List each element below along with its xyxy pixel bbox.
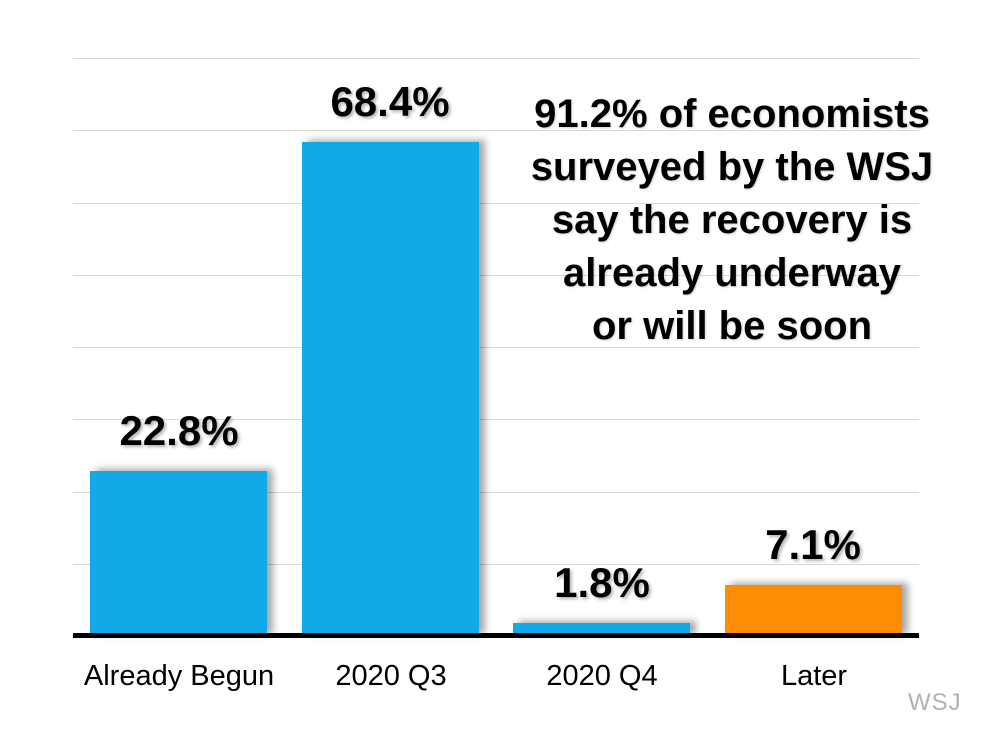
category-label-2020-q4: 2020 Q4 bbox=[546, 660, 658, 692]
source-attribution: WSJ bbox=[908, 689, 962, 716]
gridline bbox=[73, 130, 919, 131]
category-label-later: Later bbox=[780, 660, 848, 692]
gridline bbox=[73, 564, 919, 565]
category-label-already-begun: Already Begun bbox=[83, 660, 275, 692]
value-label-already-begun: 22.8% bbox=[119, 407, 239, 454]
bar-already-begun bbox=[90, 471, 267, 636]
category-label-2020-q3: 2020 Q3 bbox=[335, 660, 447, 692]
bar-2020-q3 bbox=[302, 142, 479, 636]
gridline bbox=[73, 492, 919, 493]
gridline bbox=[73, 419, 919, 420]
chart-annotation: 91.2% of economists surveyed by the WSJ … bbox=[530, 92, 934, 348]
gridline bbox=[73, 58, 919, 59]
x-axis-line bbox=[73, 633, 919, 638]
gridline bbox=[73, 347, 919, 348]
bar-2020-q4 bbox=[513, 623, 690, 636]
value-label-later: 7.1% bbox=[765, 521, 861, 568]
value-label-2020-q4: 1.8% bbox=[554, 559, 650, 606]
gridline bbox=[73, 203, 919, 204]
bar-later bbox=[725, 585, 902, 636]
value-label-2020-q3: 68.4% bbox=[330, 78, 450, 125]
gridline bbox=[73, 275, 919, 276]
